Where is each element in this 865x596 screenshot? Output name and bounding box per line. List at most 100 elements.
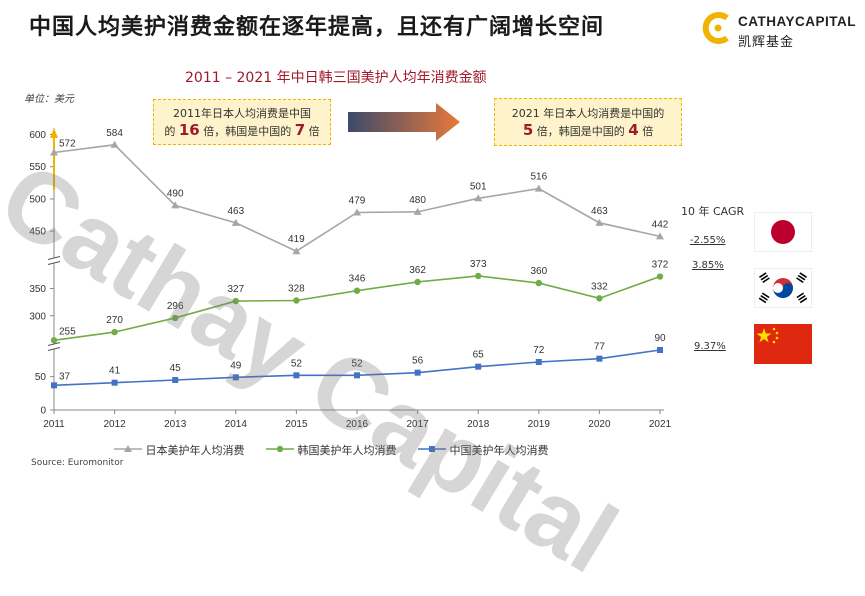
korea-data-label: 296	[167, 301, 184, 312]
legend-item-japan: 日本美护年人均消费	[114, 442, 245, 458]
y-unit-label: 单位：美元	[24, 94, 74, 105]
korea-data-label: 346	[349, 274, 366, 285]
cathay-capital-logo: CATHAYCAPITAL 凯辉基金	[700, 8, 860, 50]
korea-data-label: 360	[530, 266, 547, 277]
china-data-label: 49	[230, 360, 242, 371]
annotation-2011-line2: 的 16 倍，韩国是中国的 7 倍	[154, 122, 330, 140]
y-tick-label: 50	[35, 372, 47, 383]
china-point	[293, 372, 300, 379]
legend-item-korea: 韩国美护年人均消费	[266, 442, 397, 458]
annotation-2021: 2021 年日本人均消费是中国的 5 倍，韩国是中国的 4 倍	[494, 98, 682, 146]
china-point	[414, 369, 421, 376]
china-data-label: 56	[412, 356, 424, 367]
y-axis-highlight-arrowhead	[50, 128, 58, 138]
china-data-label: 90	[654, 333, 666, 344]
japan-data-label: 442	[652, 219, 669, 230]
japan-point	[50, 148, 58, 156]
x-tick-label: 2017	[406, 419, 429, 430]
japan-point	[595, 218, 604, 226]
x-tick-label: 2016	[346, 419, 369, 430]
korea-point	[535, 279, 542, 287]
japan-data-label: 479	[349, 195, 366, 206]
logo-text-en: CATHAYCAPITAL	[738, 14, 857, 29]
legend-korea-marker-icon	[266, 445, 294, 453]
korea-series-line	[53, 275, 661, 342]
japan-point	[110, 140, 119, 148]
page-title: 中国人均美护消费金额在逐年提高，且还有广阔增长空间	[29, 15, 605, 40]
axis-break-lower-gap	[48, 343, 60, 350]
legend-item-china: 中国美护年人均消费	[418, 442, 549, 458]
china-point	[596, 355, 603, 362]
korea-point	[656, 273, 664, 280]
annotation-2021-line2: 5 倍，韩国是中国的 4 倍	[495, 122, 681, 140]
korea-point	[414, 278, 421, 286]
china-data-label: 45	[170, 363, 182, 374]
cagr-korea: 3.85%	[692, 260, 724, 271]
cagr-japan: -2.55%	[690, 235, 726, 246]
korea-data-label: 255	[59, 326, 76, 337]
annotation-2011: 2011年日本人均消费是中国 的 16 倍，韩国是中国的 7 倍	[153, 99, 331, 145]
japan-data-label: 572	[59, 139, 76, 150]
x-tick-label: 2011	[43, 419, 65, 430]
legend-korea-label: 韩国美护年人均消费	[297, 444, 397, 457]
japan-point	[231, 218, 240, 226]
japan-point	[534, 184, 543, 192]
korea-point	[50, 337, 58, 344]
chart-title: 2011 – 2021 年中日韩三国美护人均年消费金额	[185, 70, 487, 86]
japan-data-label: 490	[167, 188, 184, 199]
annotation-2011-post: 倍	[308, 125, 320, 138]
korea-data-label: 373	[470, 259, 487, 270]
y-tick-label: 550	[29, 162, 46, 173]
logo-text-cn: 凯辉基金	[738, 35, 795, 50]
y-tick-label: 600	[29, 130, 46, 141]
annotation-2011-pre: 的	[164, 125, 176, 138]
annotation-2011-mid: 倍，韩国是中国的	[203, 125, 292, 138]
axis-break-upper-stroke-a	[47, 256, 61, 260]
japan-point	[171, 201, 180, 209]
japan-data-label: 501	[470, 181, 487, 192]
japan-data-label: 584	[106, 128, 123, 139]
y-tick-label: 450	[29, 227, 46, 238]
legend-japan-marker-icon	[114, 445, 142, 452]
korea-point	[596, 295, 603, 302]
japan-data-label: 480	[409, 195, 426, 206]
china-data-label: 65	[473, 350, 485, 361]
annotation-2021-post: 倍	[642, 125, 654, 138]
china-point	[657, 347, 663, 353]
china-data-label: 41	[109, 366, 121, 377]
japan-data-label: 516	[530, 172, 547, 183]
china-point	[354, 372, 360, 379]
korea-point	[475, 272, 482, 280]
korea-point	[293, 297, 300, 304]
annotation-2021-line1: 2021 年日本人均消费是中国的	[511, 107, 665, 120]
legend-china-marker-icon	[418, 446, 446, 452]
china-data-label: 77	[594, 342, 606, 353]
x-tick-label: 2014	[225, 419, 248, 430]
trend-arrow-icon	[348, 103, 460, 141]
annotation-2011-japan-multiple: 16	[178, 121, 200, 139]
china-point	[111, 379, 118, 386]
china-flag-icon	[754, 324, 812, 364]
china-point	[51, 382, 57, 389]
line-chart: 0 50 300 350 450 500 550 600 2011 2012 2013 2014 201…	[29, 128, 671, 430]
china-point	[535, 359, 542, 365]
japan-data-label: 463	[591, 206, 608, 217]
china-point	[232, 374, 239, 381]
legend-china-label: 中国美护年人均消费	[449, 444, 549, 457]
china-point	[475, 363, 482, 370]
japan-flag-icon	[754, 212, 812, 252]
cagr-china: 9.37%	[694, 341, 726, 352]
y-tick-label: 350	[29, 284, 46, 295]
korea-point	[353, 287, 361, 294]
annotation-2011-line1: 2011年日本人均消费是中国	[173, 107, 311, 120]
source-note: Source: Euromonitor	[31, 458, 124, 468]
japan-point	[413, 207, 422, 215]
korea-flag-icon	[754, 268, 812, 308]
x-tick-label: 2019	[528, 419, 551, 430]
japan-point	[292, 247, 301, 255]
china-data-label: 52	[351, 358, 363, 369]
axis-break-upper-gap	[48, 257, 60, 264]
annotation-2021-mid: 倍，韩国是中国的	[536, 125, 625, 138]
y-tick-label: 300	[29, 311, 46, 322]
japan-point	[353, 208, 361, 216]
